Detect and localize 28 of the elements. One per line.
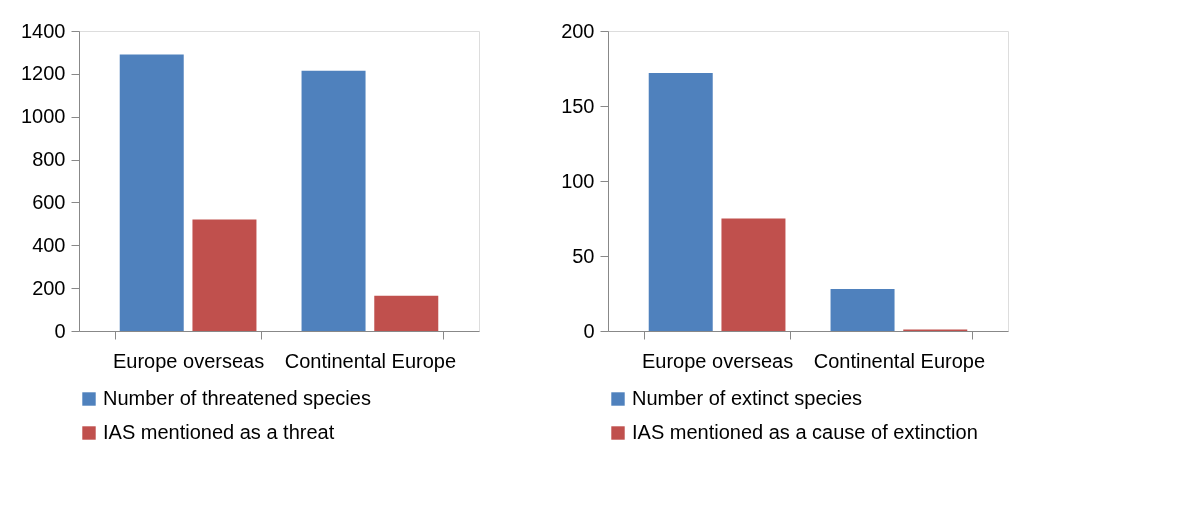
y-tick-label: 200 bbox=[561, 19, 595, 42]
y-tick-label: 0 bbox=[583, 319, 595, 342]
y-tick-label: 400 bbox=[32, 233, 66, 256]
y-tick-label: 50 bbox=[572, 244, 595, 267]
y-tick-label: 100 bbox=[561, 169, 595, 192]
y-tick-label: 600 bbox=[32, 190, 66, 213]
bar bbox=[374, 295, 439, 331]
y-tick-label: 200 bbox=[32, 276, 66, 299]
x-tick-label: Continental Europe bbox=[813, 349, 986, 372]
bar bbox=[830, 289, 895, 331]
y-tick-label: 1400 bbox=[21, 19, 66, 42]
x-tick-label: Continental Europe bbox=[284, 349, 457, 372]
y-tick-label: 0 bbox=[54, 319, 66, 342]
legend-label: IAS mentioned as a threat bbox=[103, 421, 335, 443]
x-tick-label: Europe overseas bbox=[641, 349, 794, 372]
y-tick-label: 150 bbox=[561, 94, 595, 117]
bar bbox=[721, 218, 786, 331]
bar bbox=[648, 73, 713, 331]
bar bbox=[301, 70, 366, 331]
legend-label: Number of threatened species bbox=[103, 387, 371, 409]
x-tick-label: Europe overseas bbox=[112, 349, 265, 372]
bar bbox=[192, 219, 257, 331]
y-tick-label: 800 bbox=[32, 148, 66, 171]
y-tick-label: 1000 bbox=[21, 105, 66, 128]
y-tick-label: 1200 bbox=[21, 62, 66, 85]
legend-label: IAS mentioned as a cause of extinction bbox=[632, 421, 978, 443]
bar bbox=[119, 54, 184, 331]
legend-label: Number of extinct species bbox=[632, 387, 863, 409]
